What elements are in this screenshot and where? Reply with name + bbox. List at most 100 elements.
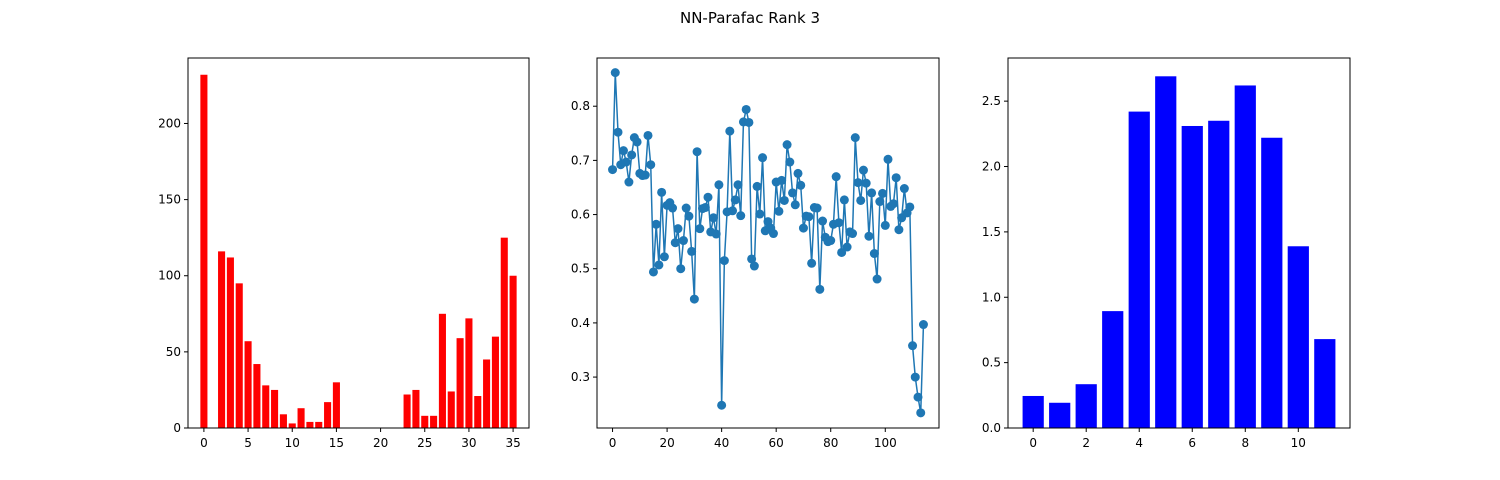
data-point <box>834 218 844 228</box>
data-point <box>807 258 817 268</box>
data-point <box>883 154 893 164</box>
data-point <box>643 130 653 140</box>
data-point <box>678 236 688 246</box>
data-point <box>640 170 650 180</box>
bar <box>1022 395 1044 428</box>
data-point <box>725 126 735 136</box>
data-point <box>861 178 871 188</box>
bar <box>1287 246 1309 428</box>
axes-frame <box>1007 57 1351 429</box>
data-point <box>916 408 926 418</box>
y-tick-label: 0.5 <box>571 262 590 276</box>
data-point <box>708 213 718 223</box>
bar <box>1049 402 1071 428</box>
x-tick-label: 25 <box>417 436 432 450</box>
x-tick-label: 10 <box>1291 436 1306 450</box>
bar <box>1155 76 1177 429</box>
data-point <box>618 146 628 156</box>
bar <box>491 336 499 428</box>
bar <box>474 396 482 428</box>
data-point <box>621 157 631 167</box>
bar <box>271 389 279 428</box>
data-point <box>869 249 879 259</box>
bar <box>226 257 234 428</box>
data-point <box>687 246 697 256</box>
bar <box>279 414 287 428</box>
data-point <box>818 216 828 226</box>
bar <box>200 74 208 428</box>
data-point <box>632 137 642 147</box>
data-point <box>659 252 669 262</box>
data-point <box>880 220 890 230</box>
bar <box>1234 85 1256 429</box>
y-tick-label: 1.0 <box>982 290 1001 304</box>
x-tick-label: 4 <box>1135 436 1143 450</box>
y-tick-label: 0.0 <box>982 421 1001 435</box>
data-point <box>831 172 841 182</box>
data-point <box>768 229 778 239</box>
x-tick-label: 6 <box>1188 436 1196 450</box>
y-tick-label: 0 <box>173 421 181 435</box>
y-tick-label: 0.6 <box>571 208 590 222</box>
bar <box>421 415 429 428</box>
bar <box>438 313 446 428</box>
data-point <box>875 197 885 207</box>
axes-frame <box>187 57 530 429</box>
y-tick-label: 0.5 <box>982 356 1001 370</box>
x-tick-label: 100 <box>874 436 897 450</box>
data-point <box>918 320 928 330</box>
data-point <box>700 203 710 213</box>
data-point <box>888 199 898 209</box>
bar <box>262 385 270 428</box>
bar <box>1314 339 1336 428</box>
data-point <box>837 247 847 257</box>
subplot-3: 0 2 4 6 8 10 0.0 0.5 1.0 1.5 2.0 2.5 <box>982 57 1351 450</box>
bar <box>465 318 473 428</box>
data-point <box>651 219 661 229</box>
bar <box>253 364 261 428</box>
bar <box>324 402 332 428</box>
data-point <box>648 267 658 277</box>
x-tick-label: 0 <box>200 436 208 450</box>
data-point <box>839 195 849 205</box>
y-tick-label: 0.7 <box>571 153 590 167</box>
bar <box>1075 384 1097 428</box>
figure-title: NN-Parafac Rank 3 <box>680 9 820 27</box>
data-point <box>752 181 762 191</box>
data-point <box>785 157 795 167</box>
axes-frame <box>596 57 940 429</box>
bar <box>1181 125 1203 429</box>
data-point <box>654 260 664 270</box>
data-point <box>891 173 901 183</box>
x-tick-label: 2 <box>1082 436 1090 450</box>
data-point <box>826 236 836 246</box>
bar <box>306 421 314 428</box>
data-point <box>905 202 915 212</box>
x-tick-label: 60 <box>769 436 784 450</box>
data-point <box>872 274 882 284</box>
y-tick-label: 150 <box>158 193 181 207</box>
bar <box>1208 120 1230 428</box>
bar <box>332 382 340 428</box>
data-point <box>673 224 683 234</box>
data-point <box>627 150 637 160</box>
x-tick-label: 0 <box>1029 436 1037 450</box>
data-point <box>676 264 686 274</box>
bar <box>483 359 491 428</box>
y-tick-label: 0.3 <box>571 370 590 384</box>
bar <box>288 423 296 428</box>
x-tick-label: 40 <box>714 436 729 450</box>
data-point <box>728 206 738 216</box>
data-point <box>793 168 803 178</box>
x-tick-label: 5 <box>244 436 252 450</box>
data-point <box>848 229 858 239</box>
data-point <box>774 206 784 216</box>
data-point <box>842 242 852 252</box>
y-tick-label: 200 <box>158 116 181 130</box>
data-point <box>864 231 874 241</box>
bar <box>509 275 517 428</box>
data-point <box>689 294 699 304</box>
x-tick-label: 8 <box>1241 436 1249 450</box>
data-point <box>719 256 729 266</box>
